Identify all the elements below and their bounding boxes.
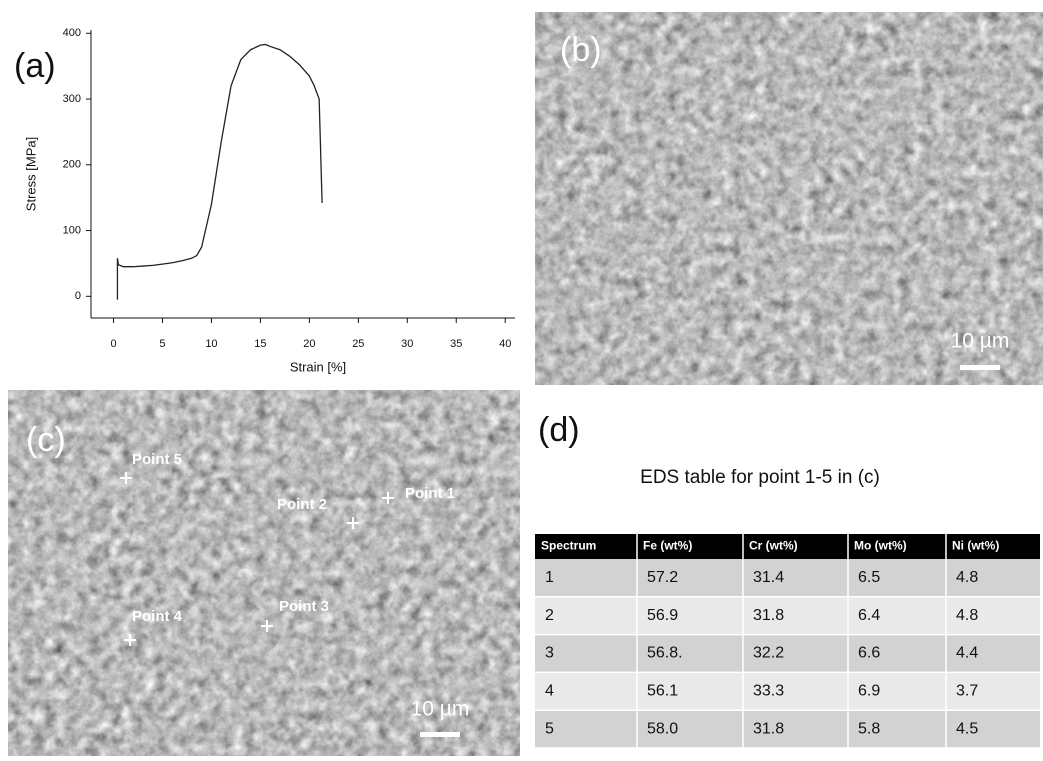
table-cell: 1 <box>545 569 554 586</box>
table-header-cell: Cr (wt%) <box>749 539 798 553</box>
x-tick-label: 30 <box>401 338 413 350</box>
table-cell: 31.8 <box>753 607 784 624</box>
panel-label: (b) <box>560 31 602 69</box>
table-cell: 3.7 <box>956 683 978 700</box>
panel-label: (d) <box>538 411 580 449</box>
x-tick-label: 25 <box>352 338 364 350</box>
point-label: Point 5 <box>132 451 182 468</box>
x-axis-label: Strain [%] <box>290 359 346 374</box>
y-tick-label: 400 <box>63 27 81 39</box>
table-cell: 56.9 <box>647 607 678 624</box>
point-label: Point 2 <box>277 496 327 513</box>
x-tick-label: 20 <box>303 338 315 350</box>
table-cell: 6.5 <box>858 569 880 586</box>
table-cell: 5 <box>545 720 554 737</box>
table-header-cell: Ni (wt%) <box>952 539 999 553</box>
scale-bar <box>420 732 460 737</box>
table-header-cell: Fe (wt%) <box>643 539 692 553</box>
scale-bar-label: 10 µm <box>951 330 1010 353</box>
x-tick-label: 10 <box>205 338 217 350</box>
x-tick-label: 40 <box>499 338 511 350</box>
y-axis-label: Stress [MPa] <box>23 137 38 211</box>
table-cell: 32.2 <box>753 645 784 662</box>
table-cell: 56.8. <box>647 645 683 662</box>
table-cell: 6.4 <box>858 607 880 624</box>
point-label: Point 1 <box>405 485 455 502</box>
x-tick-label: 15 <box>254 338 266 350</box>
y-tick-label: 100 <box>63 224 81 236</box>
panel-label: (c) <box>26 421 66 459</box>
table-cell: 2 <box>545 607 554 624</box>
table-cell: 5.8 <box>858 720 880 737</box>
scale-bar-label: 10 µm <box>411 698 470 721</box>
table-cell: 31.8 <box>753 720 784 737</box>
table-cell: 4 <box>545 683 554 700</box>
table-cell: 6.6 <box>858 645 880 662</box>
table-cell: 4.5 <box>956 720 978 737</box>
table-cell: 58.0 <box>647 720 678 737</box>
table-cell: 3 <box>545 645 554 662</box>
table-header-cell: Spectrum <box>541 539 596 553</box>
table-cell: 4.4 <box>956 645 978 662</box>
table-cell: 57.2 <box>647 569 678 586</box>
y-tick-label: 0 <box>75 290 81 302</box>
table-cell: 4.8 <box>956 569 978 586</box>
table-cell: 4.8 <box>956 607 978 624</box>
x-tick-label: 5 <box>159 338 165 350</box>
table-cell: 6.9 <box>858 683 880 700</box>
table-cell: 31.4 <box>753 569 784 586</box>
table-header-cell: Mo (wt%) <box>854 539 907 553</box>
table-cell: 56.1 <box>647 683 678 700</box>
scale-bar <box>960 365 1000 370</box>
y-tick-label: 300 <box>63 93 81 105</box>
x-tick-label: 0 <box>110 338 116 350</box>
x-tick-label: 35 <box>450 338 462 350</box>
panel-label: (a) <box>14 47 56 85</box>
table-title: EDS table for point 1-5 in (c) <box>640 467 880 488</box>
stress-strain-line <box>117 44 322 299</box>
table-cell: 33.3 <box>753 683 784 700</box>
point-label: Point 4 <box>132 608 183 625</box>
figure: (a) (b) (c) (d) 10 µm 10 µm EDS table fo… <box>0 0 1043 756</box>
y-tick-label: 200 <box>63 159 81 171</box>
point-label: Point 3 <box>279 598 329 615</box>
